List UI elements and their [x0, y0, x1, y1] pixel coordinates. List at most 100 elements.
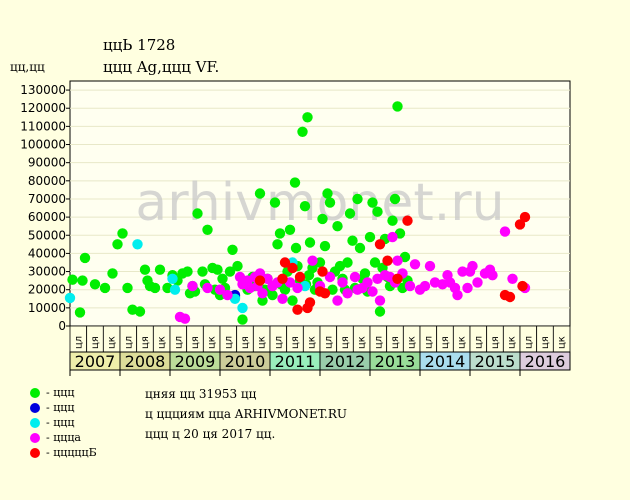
data-point-series-0	[389, 193, 401, 205]
y-tick-label: 60000	[28, 210, 66, 224]
data-point-series-0	[267, 289, 278, 301]
data-point-series-4	[294, 271, 306, 283]
data-point-series-4	[277, 273, 288, 284]
data-point-series-3	[404, 280, 416, 292]
legend-dot-icon	[30, 417, 40, 428]
data-point-series-3	[499, 226, 511, 237]
data-point-series-0	[342, 257, 353, 268]
data-point-series-0	[332, 221, 343, 232]
quarter-label: цк	[407, 336, 418, 349]
data-point-series-0	[359, 268, 371, 279]
y-tick-label: 80000	[28, 174, 66, 188]
legend-label: - цццццБ	[46, 446, 97, 459]
quarter-label: цк	[357, 336, 368, 349]
data-point-series-0	[392, 101, 403, 112]
data-point-series-3	[424, 260, 436, 272]
data-point-series-3	[374, 295, 386, 306]
data-point-series-0	[369, 257, 381, 268]
data-point-series-4	[504, 291, 516, 303]
notes-block: цняя цц 31953 цц ц ццциям ццa ARHIVMONET…	[145, 384, 347, 444]
year-label: 2013	[375, 352, 416, 371]
data-point-series-4	[304, 297, 316, 308]
quarter-label: ця	[190, 336, 201, 349]
note-line-2: ц ццциям ццa ARHIVMONET.RU	[145, 407, 347, 421]
data-point-series-0	[197, 266, 208, 277]
watermark: arhivmonet.ru	[135, 173, 504, 233]
data-point-series-0	[77, 275, 88, 286]
quarter-label: цл	[323, 336, 334, 349]
data-point-series-0	[149, 282, 161, 294]
legend-dot-icon	[30, 447, 40, 458]
legend-item: - цццццБ	[30, 445, 97, 460]
year-label: 2012	[325, 352, 366, 371]
data-point-series-0	[284, 224, 296, 235]
data-point-series-0	[324, 197, 336, 208]
quarter-label: цл	[123, 336, 134, 349]
year-label: 2008	[125, 352, 166, 371]
data-point-series-2	[169, 284, 181, 295]
chart-title-line1: ццЬ 1728	[103, 36, 176, 54]
year-label: 2010	[225, 352, 266, 371]
data-point-series-0	[99, 282, 111, 294]
quarter-label: цл	[73, 336, 84, 349]
year-label: 2016	[525, 352, 566, 371]
data-point-series-3	[337, 277, 348, 288]
y-tick-label: 0	[58, 319, 66, 333]
quarter-label: цл	[473, 336, 484, 349]
quarter-label: цл	[223, 336, 234, 349]
data-point-series-0	[112, 239, 123, 250]
legend-label: - ццца	[46, 431, 81, 444]
data-point-series-3	[332, 295, 343, 306]
data-point-series-3	[214, 284, 226, 295]
data-point-series-4	[254, 275, 266, 286]
legend-label: - ццц	[46, 401, 75, 414]
data-point-series-3	[487, 270, 498, 281]
data-point-series-0	[364, 231, 376, 243]
quarter-label: ця	[240, 336, 251, 349]
data-point-series-0	[122, 282, 133, 294]
data-point-series-0	[274, 228, 286, 239]
data-point-series-0	[272, 239, 283, 250]
quarter-label: ця	[140, 336, 151, 349]
data-point-series-3	[419, 280, 431, 292]
data-point-series-4	[392, 273, 403, 284]
data-point-series-0	[74, 307, 86, 318]
data-point-series-0	[89, 279, 101, 290]
quarter-label: цк	[457, 336, 468, 349]
data-point-series-3	[462, 282, 473, 294]
data-point-series-0	[279, 284, 291, 295]
y-tick-label: 120000	[20, 101, 66, 115]
data-point-series-0	[224, 266, 236, 277]
year-label: 2011	[275, 352, 316, 371]
quarter-label: цк	[307, 336, 318, 349]
legend: - ццц - ццц - ццц - ццца - цццццБ	[30, 385, 97, 460]
quarter-label: ця	[290, 336, 301, 349]
data-point-series-0	[344, 208, 356, 219]
y-tick-label: 40000	[28, 246, 66, 260]
data-point-series-4	[402, 215, 413, 226]
y-tick-label: 30000	[28, 265, 66, 279]
legend-item: - ццц	[30, 415, 97, 430]
data-point-series-3	[292, 282, 303, 294]
quarter-label: ця	[540, 336, 551, 349]
data-point-series-0	[387, 215, 398, 226]
data-point-series-3	[202, 282, 213, 294]
data-point-series-0	[107, 268, 118, 279]
data-point-series-4	[374, 239, 386, 250]
data-point-series-3	[507, 273, 518, 284]
data-point-series-0	[287, 295, 298, 306]
data-point-series-3	[387, 231, 398, 243]
data-point-series-0	[139, 264, 151, 275]
legend-item: - ццц	[30, 385, 97, 400]
quarter-label: ця	[490, 336, 501, 349]
data-point-series-0	[192, 208, 203, 219]
legend-label: - ццц	[46, 416, 75, 429]
year-label: 2014	[425, 352, 466, 371]
data-point-series-0	[374, 306, 386, 317]
data-point-series-4	[287, 262, 298, 274]
data-point-series-0	[227, 244, 238, 255]
y-tick-label: 10000	[28, 301, 66, 315]
year-label: 2009	[175, 352, 216, 371]
quarter-label: ця	[390, 336, 401, 349]
data-point-series-0	[317, 213, 328, 225]
